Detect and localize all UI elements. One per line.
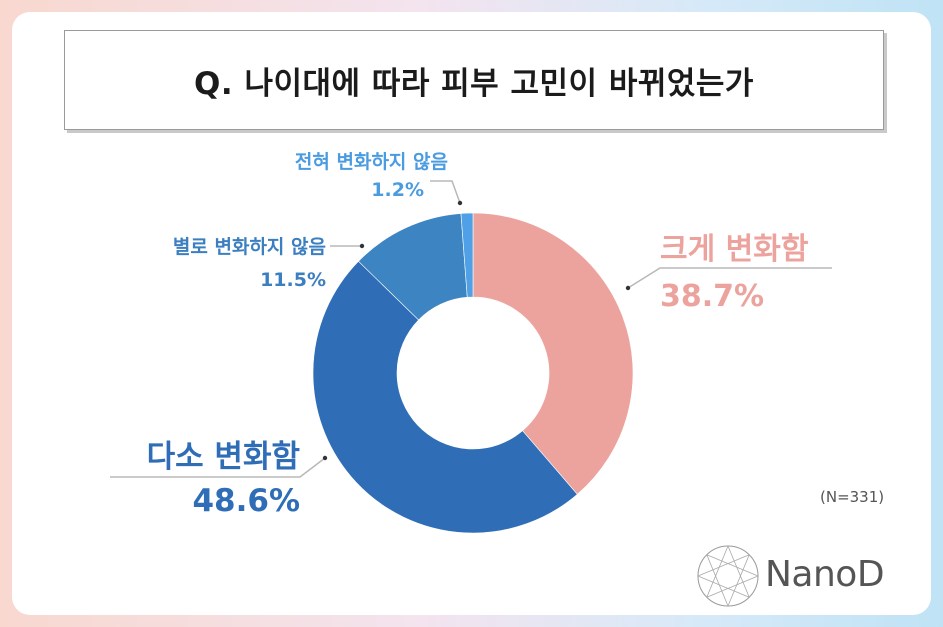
leader-dot-4 xyxy=(457,200,463,206)
leader-line-1 xyxy=(627,267,832,289)
slice-value-4: 1.2% xyxy=(371,179,424,201)
nanod-logo-text: NanoD xyxy=(765,554,885,595)
slice-value-1: 38.7% xyxy=(660,279,764,314)
slice-label-4: 전혀 변화하지 않음 xyxy=(295,151,448,173)
slice-value-2: 48.6% xyxy=(192,483,300,519)
slice-2 xyxy=(312,260,578,534)
nanod-logo xyxy=(697,545,759,607)
leader-dot-3 xyxy=(359,243,365,249)
question-title: Q. 나이대에 따라 피부 고민이 바뀌었는가 xyxy=(194,65,754,102)
slice-label-1: 크게 변화함 xyxy=(660,232,809,267)
question-box: Q. 나이대에 따라 피부 고민이 바뀌었는가 xyxy=(64,30,884,130)
slice-label-2: 다소 변화함 xyxy=(147,439,300,475)
slice-4 xyxy=(460,212,474,298)
slice-value-3: 11.5% xyxy=(260,269,326,291)
leader-dot-1 xyxy=(625,285,631,291)
nanod-logo-mark-icon xyxy=(697,545,759,607)
leader-dot-2 xyxy=(322,455,328,461)
slice-1 xyxy=(472,212,634,495)
sample-size-note: (N=331) xyxy=(820,488,885,506)
slice-label-3: 별로 변화하지 않음 xyxy=(173,236,326,258)
leader-line-4 xyxy=(430,180,461,204)
leader-line-2 xyxy=(110,457,326,478)
